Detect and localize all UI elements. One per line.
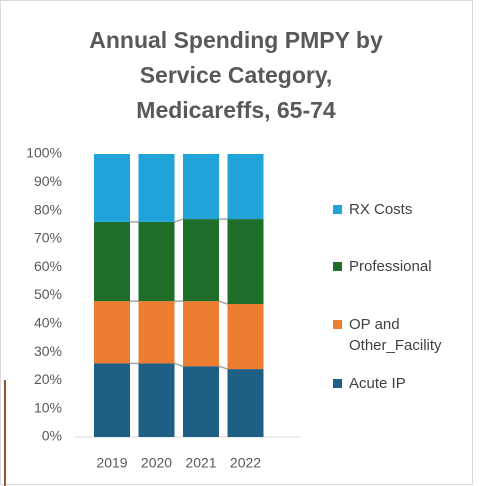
bar-segment — [94, 301, 130, 364]
y-tick-label: 10% — [34, 399, 62, 415]
y-tick-label: 80% — [34, 201, 62, 217]
x-tick-label: 2022 — [230, 455, 261, 471]
y-tick-label: 30% — [34, 343, 62, 359]
y-tick-label: 0% — [42, 428, 62, 444]
bar-segment — [138, 363, 175, 437]
legend-item: OP and Other_Facility — [333, 314, 458, 356]
legend-label: OP and Other_Facility — [349, 316, 442, 354]
y-tick-label: 50% — [34, 286, 62, 302]
legend-item: Acute IP — [333, 373, 458, 394]
bar-segment — [138, 221, 175, 302]
chart-title: Service Category, — [140, 62, 333, 88]
series-line — [218, 300, 228, 305]
legend-item: Professional — [333, 256, 458, 277]
series-line — [218, 365, 228, 370]
bar-segment — [227, 303, 264, 370]
y-tick-label: 20% — [34, 371, 62, 387]
y-tick-label: 70% — [34, 230, 62, 246]
legend-item: RX Costs — [333, 199, 458, 220]
x-tick-label: 2020 — [141, 455, 172, 471]
bar-segment — [227, 154, 264, 220]
bar-segment — [138, 301, 175, 364]
chart-title: Annual Spending PMPY by — [89, 27, 383, 53]
legend-swatch — [333, 205, 342, 214]
bar-segment — [183, 301, 219, 367]
bar-segment — [227, 369, 264, 437]
x-tick-label: 2019 — [96, 455, 127, 471]
legend-swatch — [333, 262, 342, 271]
legend-swatch — [333, 320, 342, 329]
series-line — [174, 362, 184, 367]
bar-segment — [183, 154, 219, 220]
y-tick-label: 90% — [34, 173, 62, 189]
y-tick-label: 40% — [34, 315, 62, 331]
bar-segment — [183, 366, 219, 437]
legend-swatch — [333, 379, 342, 388]
bar-segment — [94, 221, 130, 302]
legend-label: Acute IP — [349, 375, 406, 392]
bar-segment — [227, 219, 264, 304]
chart-title: Medicareffs, 65-74 — [136, 97, 336, 123]
bar-segment — [94, 154, 130, 222]
legend-label: Professional — [349, 258, 432, 275]
legend-label: RX Costs — [349, 201, 413, 218]
x-tick-label: 2021 — [185, 455, 216, 471]
bar-segment — [183, 219, 219, 302]
series-line — [174, 218, 184, 223]
bar-segment — [94, 363, 130, 437]
y-tick-label: 60% — [34, 258, 62, 274]
y-tick-label: 100% — [26, 145, 62, 161]
bar-segment — [138, 154, 175, 222]
